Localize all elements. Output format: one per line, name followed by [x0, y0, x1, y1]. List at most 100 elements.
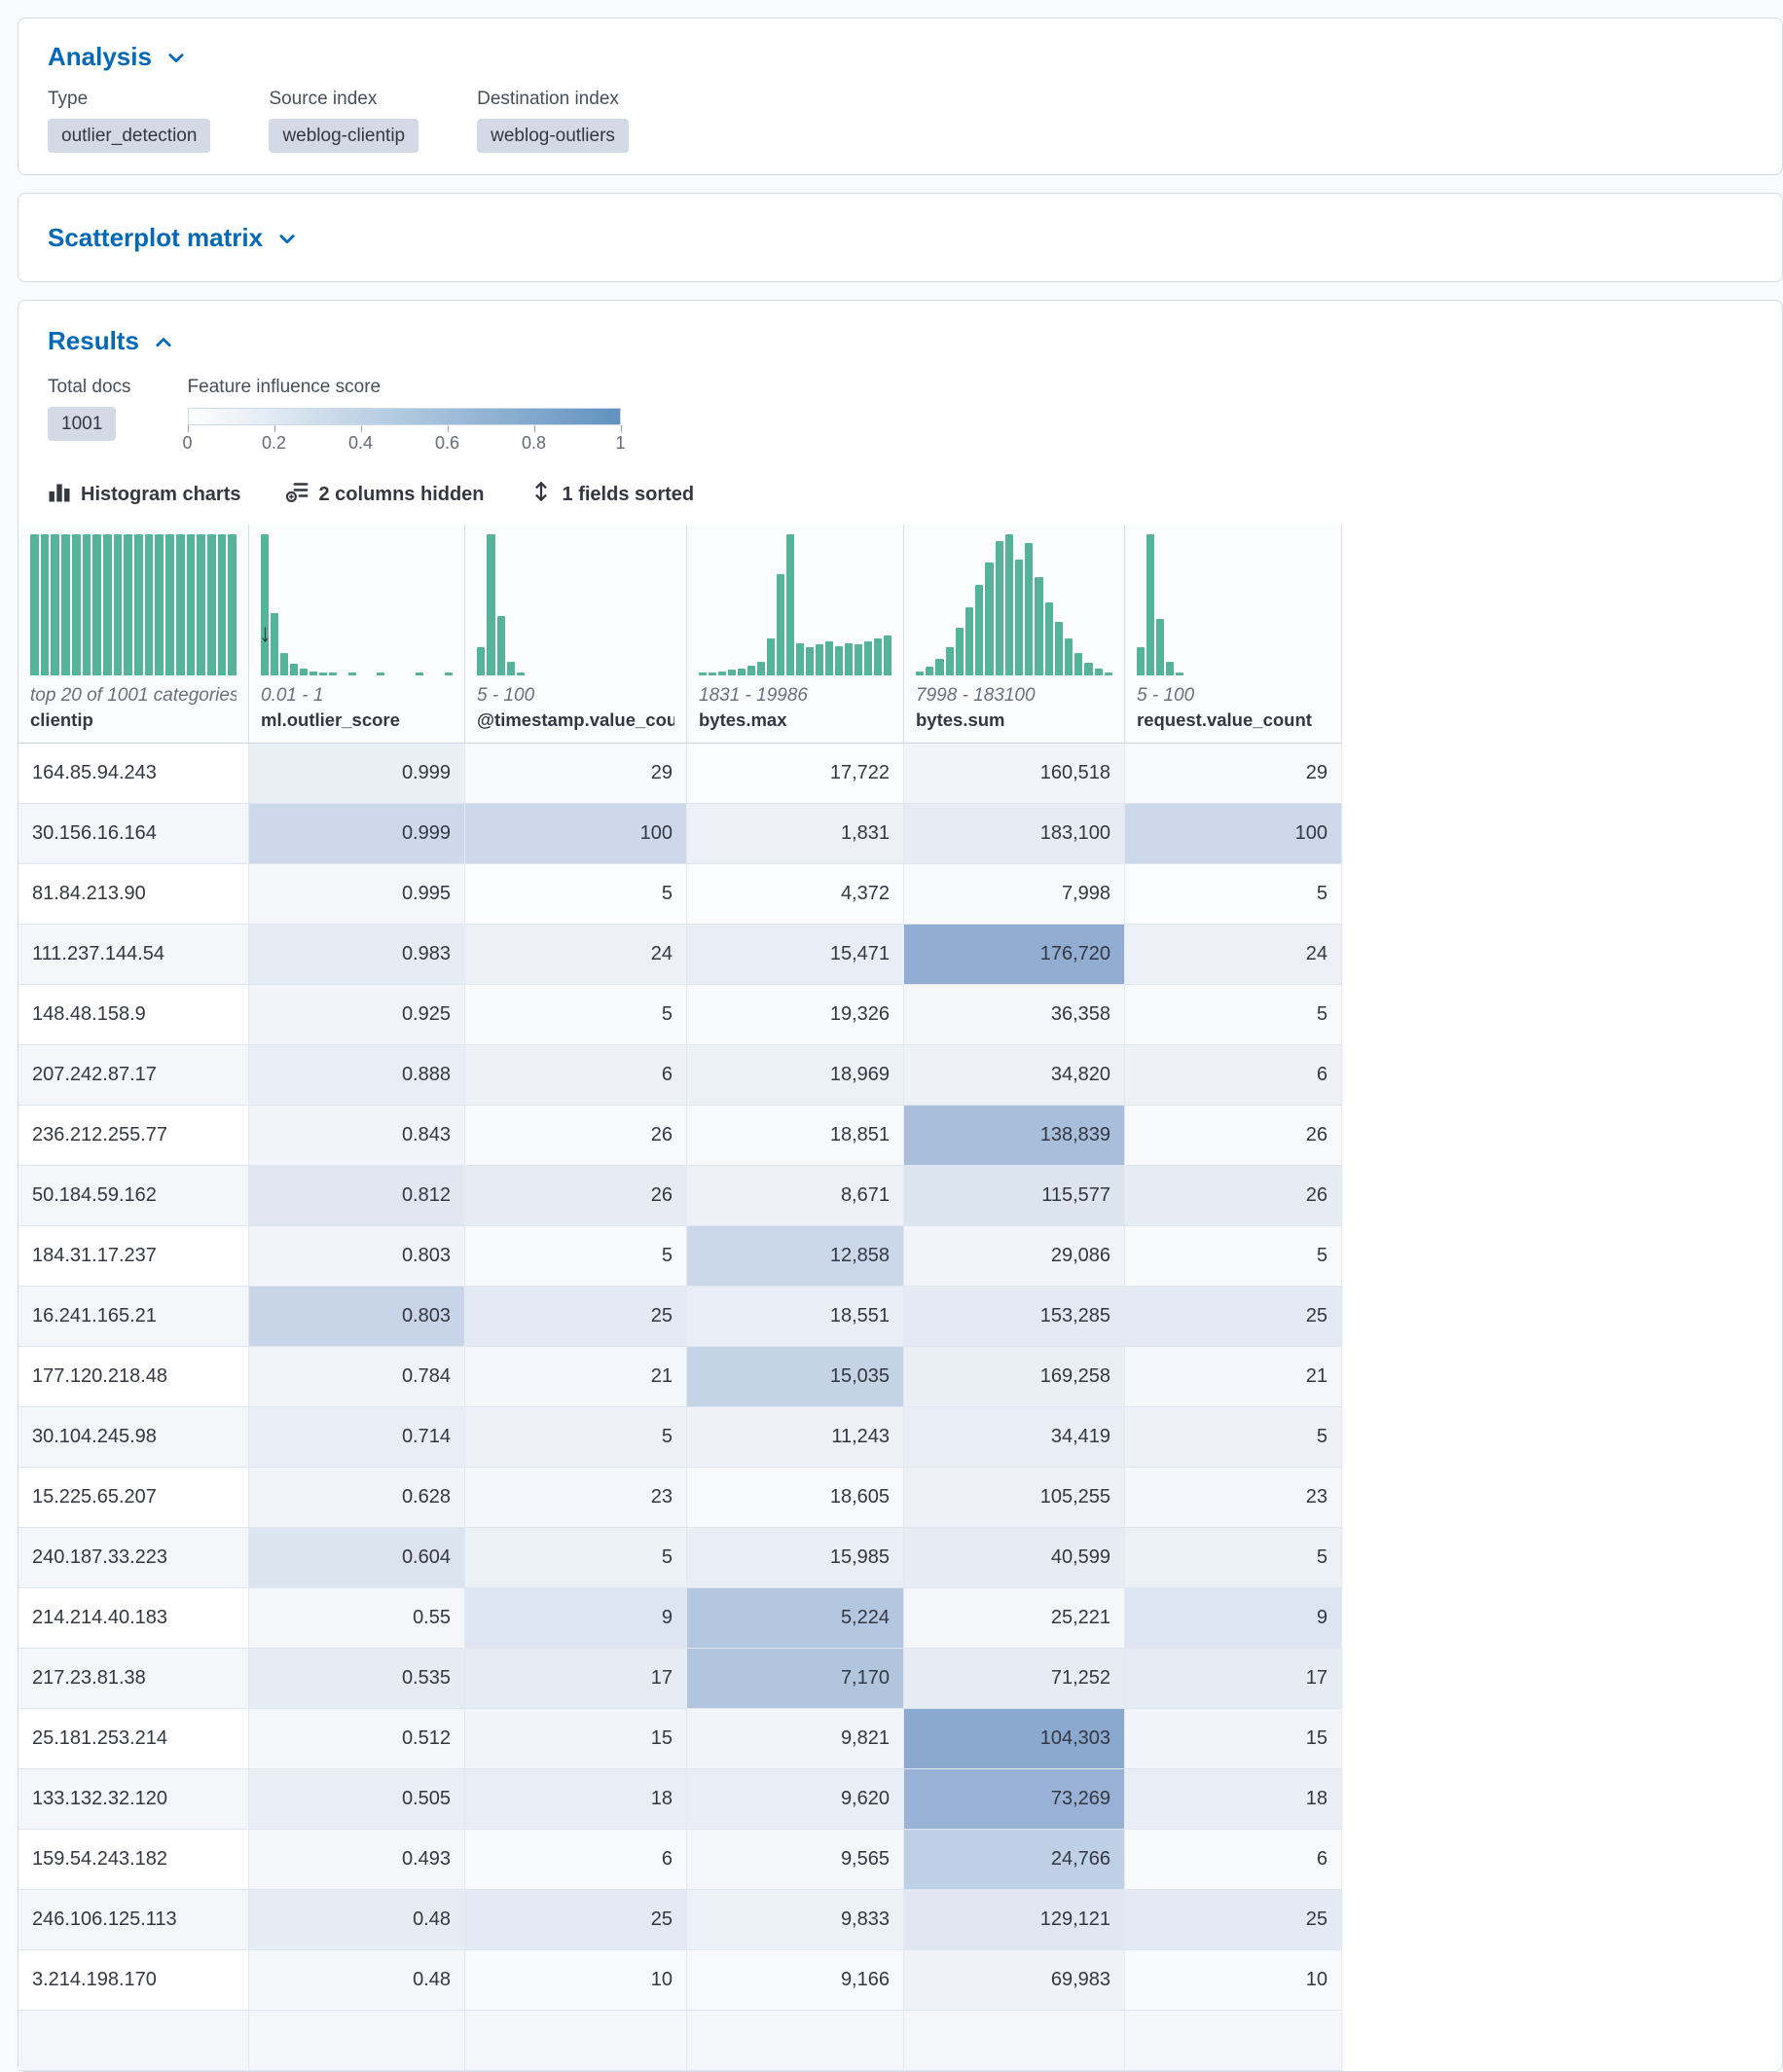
cell-clientip[interactable]: 81.84.213.90	[18, 864, 249, 925]
cell-@timestamp.value_count[interactable]: 6	[465, 1045, 687, 1106]
cell-bytes.sum[interactable]: 7,998	[904, 864, 1125, 925]
scatterplot-accordion-toggle[interactable]: Scatterplot matrix	[48, 221, 298, 254]
cell-@timestamp.value_count[interactable]: 100	[465, 804, 687, 864]
cell-request.value_count[interactable]: 18	[1125, 1769, 1342, 1830]
cell-request.value_count[interactable]: 26	[1125, 1166, 1342, 1226]
cell-bytes.max[interactable]: 8,671	[687, 1166, 904, 1226]
cell-ml.outlier_score[interactable]: 0.812	[249, 1166, 465, 1226]
cell-bytes.max[interactable]: 9,166	[687, 1950, 904, 2011]
cell-bytes.max[interactable]: 12,858	[687, 1226, 904, 1287]
cell-ml.outlier_score[interactable]: 0.843	[249, 1106, 465, 1166]
cell-bytes.sum[interactable]: 115,577	[904, 1166, 1125, 1226]
cell-bytes.sum[interactable]: 129,121	[904, 1890, 1125, 1950]
cell-request.value_count[interactable]: 6	[1125, 1830, 1342, 1890]
cell-request.value_count[interactable]: 26	[1125, 1106, 1342, 1166]
cell-clientip[interactable]: 133.132.32.120	[18, 1769, 249, 1830]
cell-request.value_count[interactable]: 25	[1125, 1890, 1342, 1950]
fields-sorted-button[interactable]: 1 fields sorted	[529, 480, 695, 509]
cell-clientip[interactable]: 159.54.243.182	[18, 1830, 249, 1890]
cell-@timestamp.value_count[interactable]: 18	[465, 1769, 687, 1830]
cell-request.value_count[interactable]: 5	[1125, 1407, 1342, 1468]
cell-bytes.sum[interactable]: 25,221	[904, 1588, 1125, 1649]
column-header-ml.outlier_score[interactable]: ↓0.01 - 1ml.outlier_score	[249, 525, 465, 744]
cell-clientip[interactable]: 177.120.218.48	[18, 1347, 249, 1407]
cell-@timestamp.value_count[interactable]: 5	[465, 1407, 687, 1468]
cell-bytes.max[interactable]: 18,969	[687, 1045, 904, 1106]
cell-request.value_count[interactable]: 29	[1125, 744, 1342, 804]
cell-bytes.max[interactable]: 1,831	[687, 804, 904, 864]
cell-request.value_count[interactable]: 17	[1125, 1649, 1342, 1709]
cell-clientip[interactable]: 148.48.158.9	[18, 985, 249, 1045]
cell-@timestamp.value_count[interactable]: 23	[465, 1468, 687, 1528]
cell-clientip[interactable]: 207.242.87.17	[18, 1045, 249, 1106]
cell-ml.outlier_score[interactable]: 0.604	[249, 1528, 465, 1588]
column-header-@timestamp.value_count[interactable]: 5 - 100@timestamp.value_count	[465, 525, 687, 744]
cell-bytes.max[interactable]: 19,326	[687, 985, 904, 1045]
cell-ml.outlier_score[interactable]: 0.512	[249, 1709, 465, 1769]
cell-clientip[interactable]: 3.214.198.170	[18, 1950, 249, 2011]
column-header-bytes.sum[interactable]: 7998 - 183100bytes.sum	[904, 525, 1125, 744]
cell-clientip[interactable]: 246.106.125.113	[18, 1890, 249, 1950]
cell-request.value_count[interactable]: 24	[1125, 925, 1342, 985]
cell-request.value_count[interactable]: 6	[1125, 1045, 1342, 1106]
cell-bytes.sum[interactable]: 138,839	[904, 1106, 1125, 1166]
cell-@timestamp.value_count[interactable]: 5	[465, 1528, 687, 1588]
cell-@timestamp.value_count[interactable]: 5	[465, 985, 687, 1045]
results-accordion-toggle[interactable]: Results	[48, 324, 174, 357]
cell-clientip[interactable]: 50.184.59.162	[18, 1166, 249, 1226]
cell-@timestamp.value_count[interactable]: 10	[465, 1950, 687, 2011]
cell-@timestamp.value_count[interactable]: 6	[465, 1830, 687, 1890]
cell-bytes.max[interactable]: 18,605	[687, 1468, 904, 1528]
cell-clientip[interactable]: 15.225.65.207	[18, 1468, 249, 1528]
cell-bytes.max[interactable]: 7,170	[687, 1649, 904, 1709]
cell-@timestamp.value_count[interactable]: 17	[465, 1649, 687, 1709]
cell-bytes.sum[interactable]: 24,766	[904, 1830, 1125, 1890]
cell-ml.outlier_score[interactable]: 0.628	[249, 1468, 465, 1528]
cell-bytes.sum[interactable]: 34,820	[904, 1045, 1125, 1106]
cell-request.value_count[interactable]: 21	[1125, 1347, 1342, 1407]
cell-ml.outlier_score[interactable]: 0.995	[249, 864, 465, 925]
cell-ml.outlier_score[interactable]: 0.48	[249, 1950, 465, 2011]
cell-bytes.max[interactable]: 9,833	[687, 1890, 904, 1950]
cell-bytes.max[interactable]: 18,851	[687, 1106, 904, 1166]
cell-request.value_count[interactable]: 5	[1125, 1226, 1342, 1287]
cell-@timestamp.value_count[interactable]: 26	[465, 1166, 687, 1226]
cell-bytes.sum[interactable]: 105,255	[904, 1468, 1125, 1528]
cell-bytes.max[interactable]: 18,551	[687, 1287, 904, 1347]
column-header-clientip[interactable]: top 20 of 1001 categoriesclientip	[18, 525, 249, 744]
cell-bytes.sum[interactable]: 69,983	[904, 1950, 1125, 2011]
cell-ml.outlier_score[interactable]: 0.48	[249, 1890, 465, 1950]
cell-ml.outlier_score[interactable]: 0.55	[249, 1588, 465, 1649]
cell-@timestamp.value_count[interactable]: 15	[465, 1709, 687, 1769]
cell-bytes.sum[interactable]: 169,258	[904, 1347, 1125, 1407]
cell-request.value_count[interactable]: 5	[1125, 864, 1342, 925]
cell-bytes.sum[interactable]: 160,518	[904, 744, 1125, 804]
cell-request.value_count[interactable]: 23	[1125, 1468, 1342, 1528]
cell-clientip[interactable]: 184.31.17.237	[18, 1226, 249, 1287]
cell-request.value_count[interactable]: 100	[1125, 804, 1342, 864]
cell-bytes.max[interactable]: 15,035	[687, 1347, 904, 1407]
cell-ml.outlier_score[interactable]: 0.784	[249, 1347, 465, 1407]
cell-bytes.max[interactable]: 9,565	[687, 1830, 904, 1890]
cell-@timestamp.value_count[interactable]: 25	[465, 1287, 687, 1347]
cell-clientip[interactable]: 111.237.144.54	[18, 925, 249, 985]
cell-@timestamp.value_count[interactable]: 26	[465, 1106, 687, 1166]
cell-bytes.sum[interactable]: 104,303	[904, 1709, 1125, 1769]
cell-ml.outlier_score[interactable]: 0.983	[249, 925, 465, 985]
cell-bytes.sum[interactable]: 29,086	[904, 1226, 1125, 1287]
cell-bytes.sum[interactable]: 176,720	[904, 925, 1125, 985]
cell-ml.outlier_score[interactable]: 0.714	[249, 1407, 465, 1468]
cell-bytes.sum[interactable]: 183,100	[904, 804, 1125, 864]
cell-@timestamp.value_count[interactable]: 5	[465, 864, 687, 925]
cell-bytes.sum[interactable]: 40,599	[904, 1528, 1125, 1588]
cell-bytes.max[interactable]: 9,620	[687, 1769, 904, 1830]
cell-bytes.max[interactable]: 17,722	[687, 744, 904, 804]
cell-ml.outlier_score[interactable]: 0.803	[249, 1226, 465, 1287]
histogram-charts-button[interactable]: Histogram charts	[48, 480, 241, 509]
cell-request.value_count[interactable]: 15	[1125, 1709, 1342, 1769]
cell-bytes.max[interactable]: 11,243	[687, 1407, 904, 1468]
cell-@timestamp.value_count[interactable]: 25	[465, 1890, 687, 1950]
cell-@timestamp.value_count[interactable]: 21	[465, 1347, 687, 1407]
cell-bytes.max[interactable]: 4,372	[687, 864, 904, 925]
cell-bytes.sum[interactable]: 153,285	[904, 1287, 1125, 1347]
